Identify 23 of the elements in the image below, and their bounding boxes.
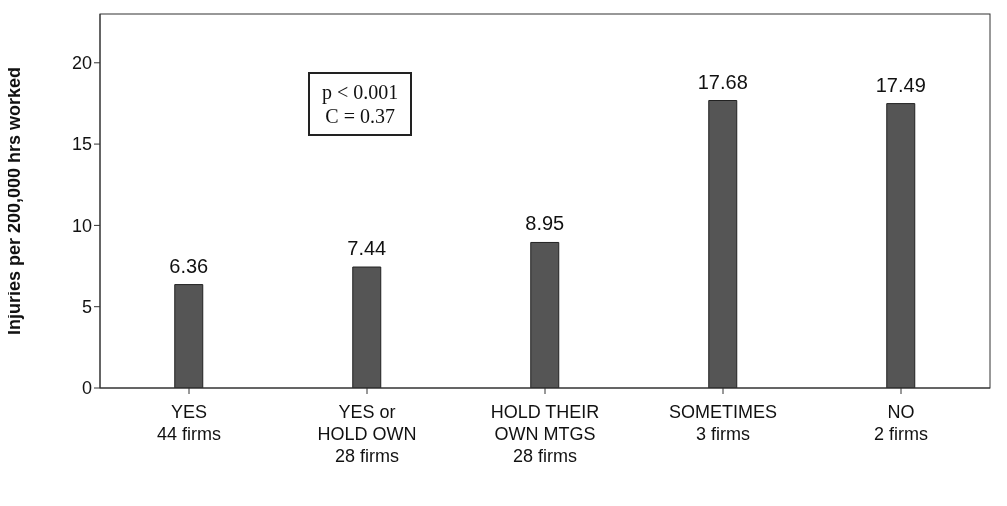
- bar: [708, 100, 738, 388]
- y-tick-label: 10: [71, 215, 92, 236]
- annotation: p < 0.001 C = 0.37: [322, 80, 399, 128]
- x-tick-label: SOMETIMES 3 firms: [668, 402, 778, 444]
- y-tick-label: 15: [71, 134, 92, 155]
- bar: [530, 241, 560, 388]
- x-tick-label: HOLD THEIR OWN MTGS 28 firms: [490, 402, 600, 466]
- bar: [352, 266, 382, 388]
- bar: [174, 284, 204, 388]
- x-tick-label: YES or HOLD OWN 28 firms: [317, 402, 417, 466]
- x-tick-label: YES 44 firms: [156, 402, 222, 444]
- bar: [886, 103, 916, 388]
- data-label: 17.68: [697, 70, 748, 93]
- y-tick-label: 20: [71, 53, 92, 74]
- note-box: p < 0.001 C = 0.37: [308, 72, 413, 136]
- data-label: 8.95: [525, 212, 565, 235]
- data-label: 6.36: [169, 254, 209, 277]
- y-tick-label: 0: [81, 378, 92, 399]
- y-tick-label: 5: [81, 297, 92, 318]
- data-label: 17.49: [875, 73, 926, 96]
- data-label: 7.44: [347, 237, 387, 260]
- y-axis-title: Injuries per 200,000 hrs worked: [4, 66, 25, 336]
- x-tick-label: NO 2 firms: [874, 402, 928, 444]
